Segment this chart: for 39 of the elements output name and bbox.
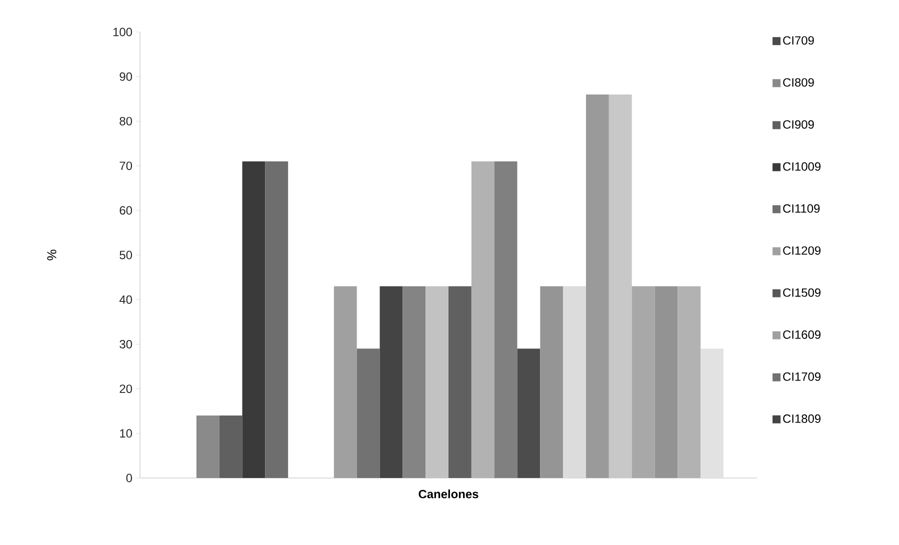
legend-label: CI1509 — [783, 288, 820, 297]
bar — [608, 94, 632, 478]
bar — [356, 348, 380, 478]
bar — [563, 286, 586, 478]
legend-label: CI1109 — [783, 204, 820, 213]
y-tick-label: 80 — [120, 116, 132, 126]
bar — [494, 161, 518, 478]
y-tick-label: 40 — [119, 295, 132, 304]
legend-label: CI1709 — [783, 372, 820, 381]
legend-label: CI1209 — [783, 246, 820, 255]
legend-label: CI709 — [783, 36, 814, 45]
y-tick-label: 70 — [120, 162, 132, 170]
legend-label: CI1809 — [783, 414, 820, 423]
legend-label: CI909 — [783, 120, 814, 129]
y-tick-label: 10 — [120, 429, 132, 438]
bar — [219, 416, 242, 478]
y-tick-label: 50 — [120, 250, 132, 260]
y-tick-label: 0 — [126, 474, 132, 482]
bar — [196, 416, 220, 478]
bar — [242, 161, 266, 478]
legend-label: CI809 — [783, 78, 814, 87]
y-tick-label: 30 — [120, 340, 132, 348]
bar — [380, 286, 403, 478]
bar — [426, 286, 449, 478]
bar — [654, 286, 678, 478]
bar — [540, 286, 564, 478]
y-axis-title: % — [47, 250, 56, 260]
x-tick-label: Canelones — [418, 490, 478, 498]
y-tick-label: 20 — [120, 384, 132, 394]
y-tick-label: 90 — [120, 72, 132, 81]
legend-label: CI1009 — [783, 162, 820, 171]
bar — [517, 348, 540, 478]
bar — [700, 348, 724, 478]
y-tick-label: 60 — [120, 206, 132, 215]
y-tick-label: 100 — [113, 28, 132, 36]
bar — [448, 286, 472, 478]
bar — [402, 286, 426, 478]
legend-label: CI1609 — [783, 330, 820, 339]
bar — [265, 161, 288, 478]
